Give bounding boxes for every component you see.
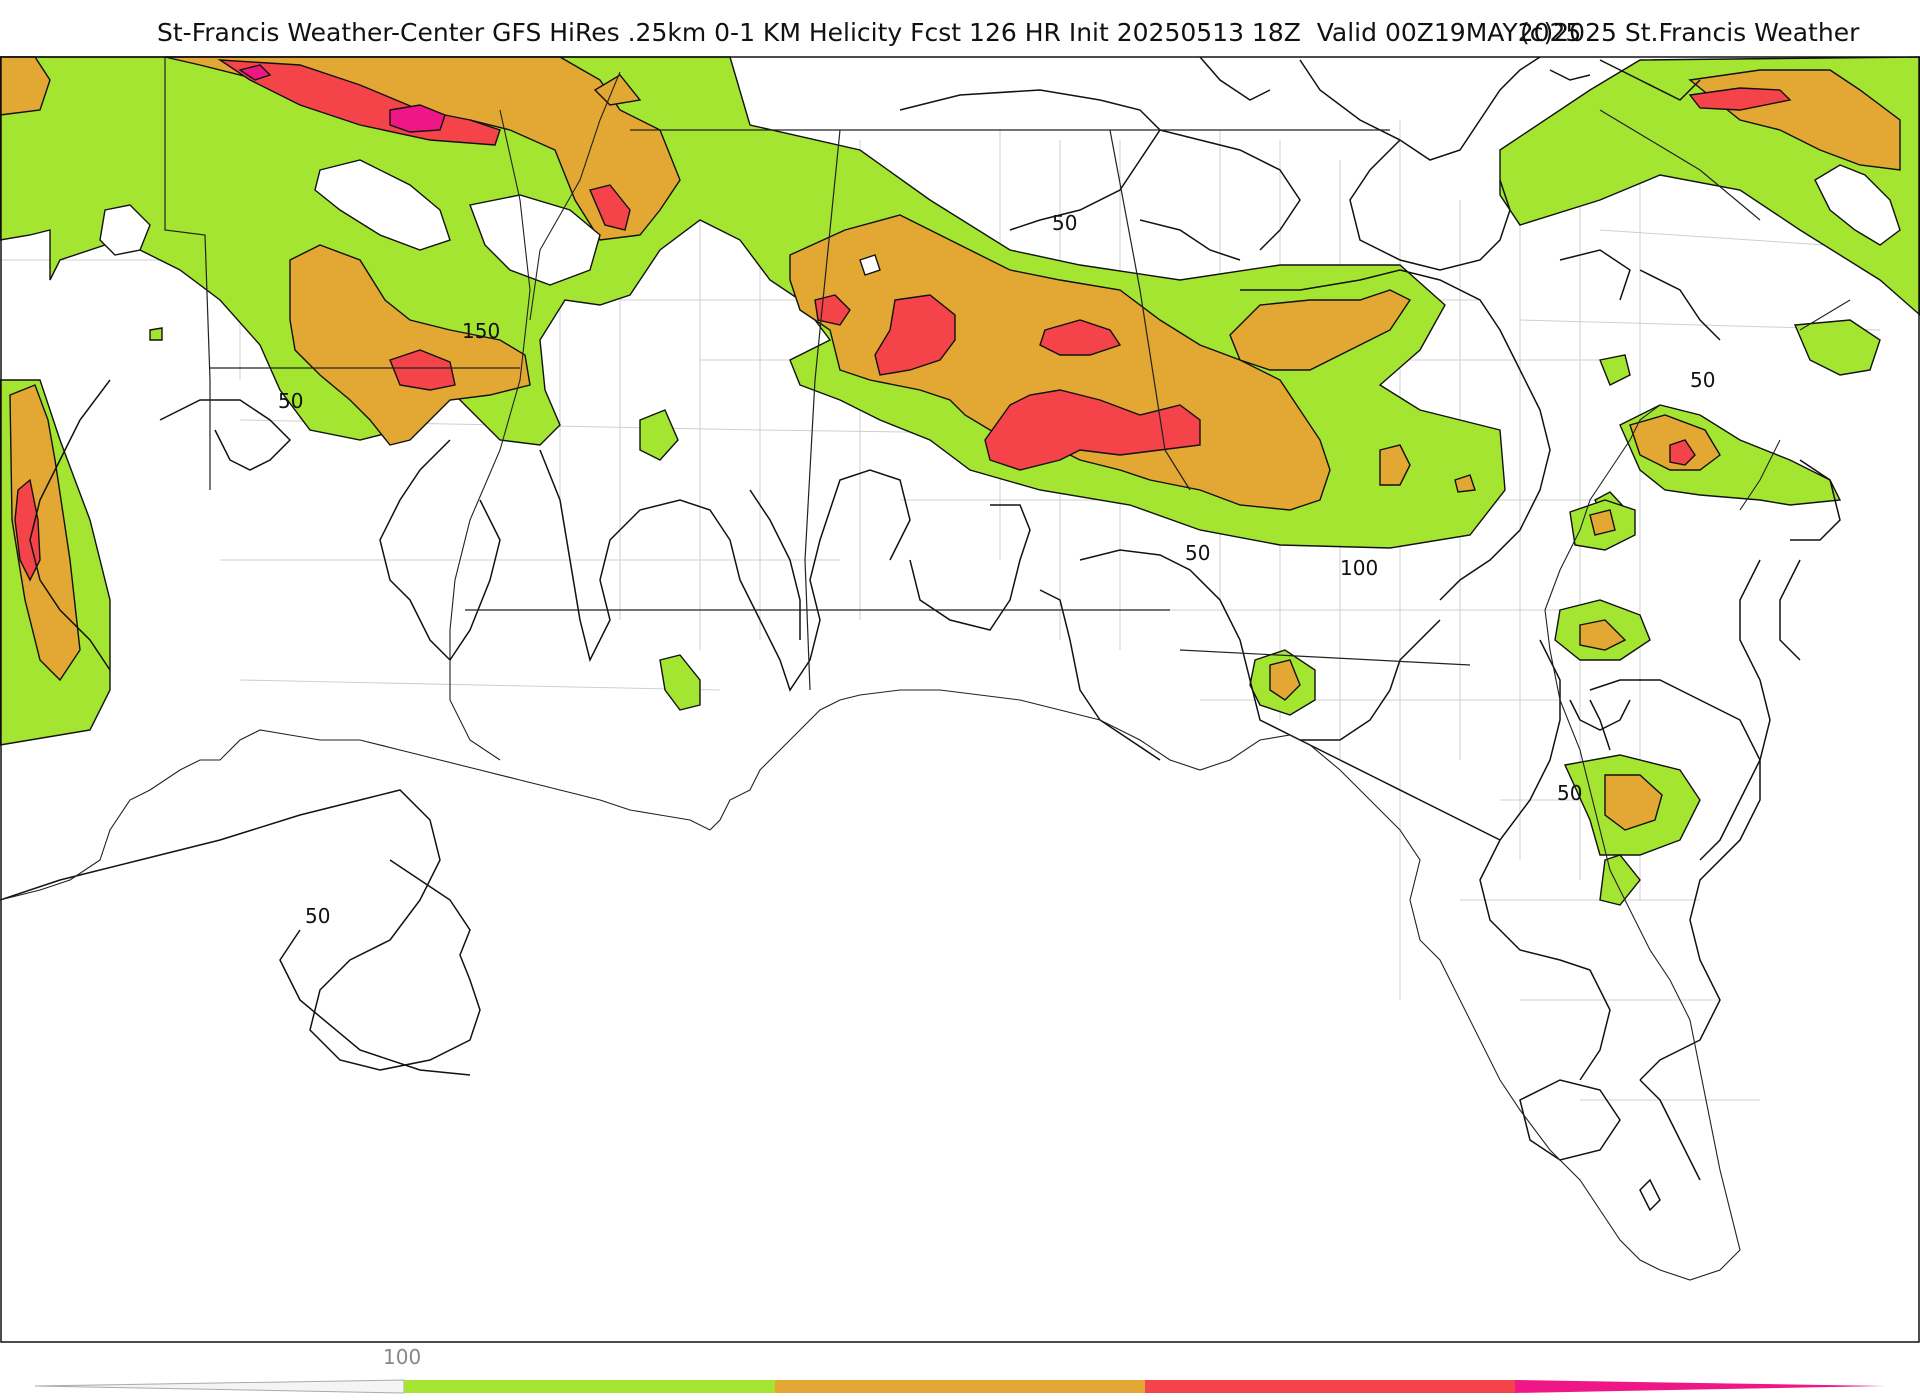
- contour-label: 50: [1690, 368, 1715, 392]
- helicity-map: 50 150 50 50 50 100 50 50: [0, 55, 1920, 1343]
- colorbar-segment-red: [1145, 1380, 1515, 1393]
- contour-labels: 50 150 50 50 50 100 50 50: [278, 211, 1715, 928]
- contour-label: 50: [278, 389, 303, 413]
- contour-label: 50: [1185, 541, 1210, 565]
- contour-label: 100: [1340, 556, 1378, 580]
- contour-label: 50: [305, 904, 330, 928]
- colorbar-low-triangle: [34, 1379, 405, 1394]
- colorbar-segment-green: [404, 1380, 775, 1393]
- helicity-holes: [99, 159, 1901, 286]
- coastline: [0, 71, 1851, 1281]
- contour-label: 50: [1557, 781, 1582, 805]
- colorbar-segment-orange: [775, 1380, 1145, 1393]
- contour-label: 150: [462, 319, 500, 343]
- map-title-bar: St-Francis Weather-Center GFS HiRes .25k…: [0, 14, 1920, 54]
- contour-label: 50: [1052, 211, 1077, 235]
- helicity-contours: [0, 56, 1841, 1212]
- colorbar-tick-label: 100: [383, 1345, 421, 1369]
- state-borders: [164, 57, 1761, 691]
- copyright-text: (c)2025 St.Francis Weather: [1520, 18, 1860, 47]
- colorbar: 100: [0, 1343, 1920, 1400]
- colorbar-high-triangle: [1515, 1380, 1885, 1393]
- map-title: St-Francis Weather-Center GFS HiRes .25k…: [157, 18, 1582, 47]
- map-frame: [0, 56, 1920, 1343]
- helicity-band-250: [238, 64, 446, 133]
